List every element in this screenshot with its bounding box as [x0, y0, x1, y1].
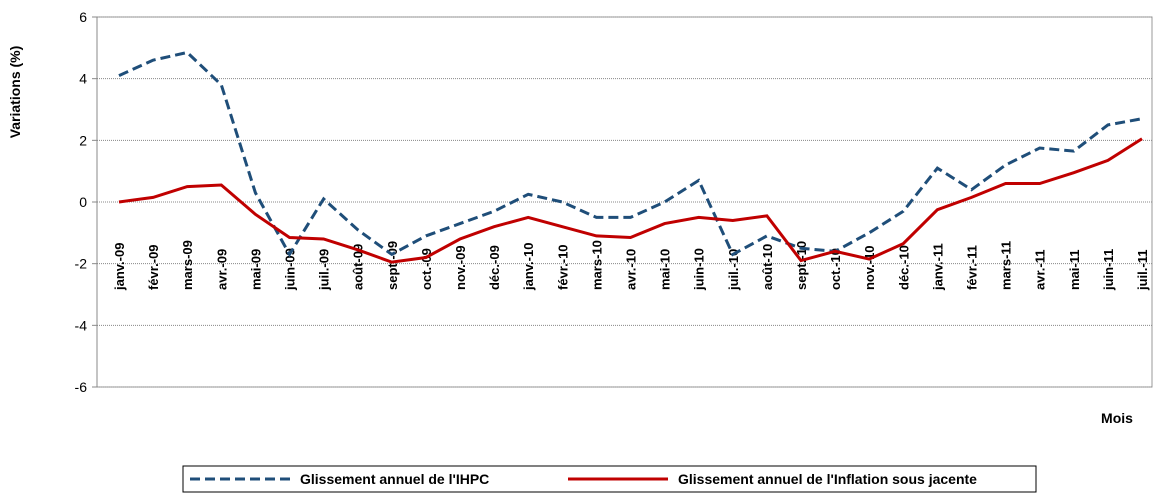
x-tick-label: août-09: [351, 244, 366, 290]
x-tick-label: mars-10: [589, 240, 604, 290]
x-tick-label: août-10: [760, 244, 775, 290]
x-tick-label: juin-09: [283, 248, 298, 291]
x-tick-label: févr.-10: [555, 244, 570, 290]
x-tick-label: déc.-09: [487, 245, 502, 290]
y-tick-label: -2: [75, 256, 88, 272]
x-tick-label: avr.-10: [624, 249, 639, 290]
x-tick-label: mai-09: [248, 249, 263, 290]
y-axis-label: Variations (%): [7, 46, 23, 139]
y-tick-label: -6: [75, 379, 88, 395]
x-tick-label: oct.-10: [828, 248, 843, 290]
y-tick-label: 4: [79, 71, 87, 87]
x-tick-label: mars-09: [180, 240, 195, 290]
x-tick-label: janv.-11: [930, 243, 945, 291]
y-tick-label: 0: [79, 194, 87, 210]
x-tick-label: juil.-10: [726, 249, 741, 291]
x-tick-label: juin-11: [1101, 249, 1116, 291]
x-tick-label: mai-10: [658, 249, 673, 290]
line-series: [118, 50, 1143, 258]
x-tick-label: mars-11: [999, 241, 1014, 290]
legend-label: Glissement annuel de l'IHPC: [300, 471, 489, 487]
x-tick-label: févr.-11: [965, 245, 980, 290]
x-tick-label: juil.-09: [317, 249, 332, 291]
y-tick-label: 2: [79, 132, 87, 148]
x-tick-label: mai-11: [1067, 250, 1082, 290]
x-tick-label: avr.-09: [214, 249, 229, 290]
x-tick-label: janv.-10: [521, 243, 536, 291]
x-tick-label: juil.-11: [1135, 250, 1150, 291]
x-tick-label: nov.-10: [862, 245, 877, 290]
x-tick-label: janv.-09: [112, 243, 127, 291]
x-tick-label: juin-10: [692, 248, 707, 291]
x-tick-label: nov.-09: [453, 245, 468, 290]
x-tick-label: sept.-09: [385, 241, 400, 290]
y-tick-label: 6: [79, 9, 87, 25]
legend-label: Glissement annuel de l'Inflation sous ja…: [678, 471, 977, 487]
line-series: [118, 137, 1143, 264]
y-tick-label: -4: [75, 317, 88, 333]
x-axis-label: Mois: [1101, 410, 1133, 426]
x-tick-label: sept.-10: [794, 241, 809, 290]
x-tick-label: avr.-11: [1033, 250, 1048, 291]
x-tick-label: déc.-10: [896, 245, 911, 290]
x-tick-label: févr.-09: [146, 244, 161, 290]
